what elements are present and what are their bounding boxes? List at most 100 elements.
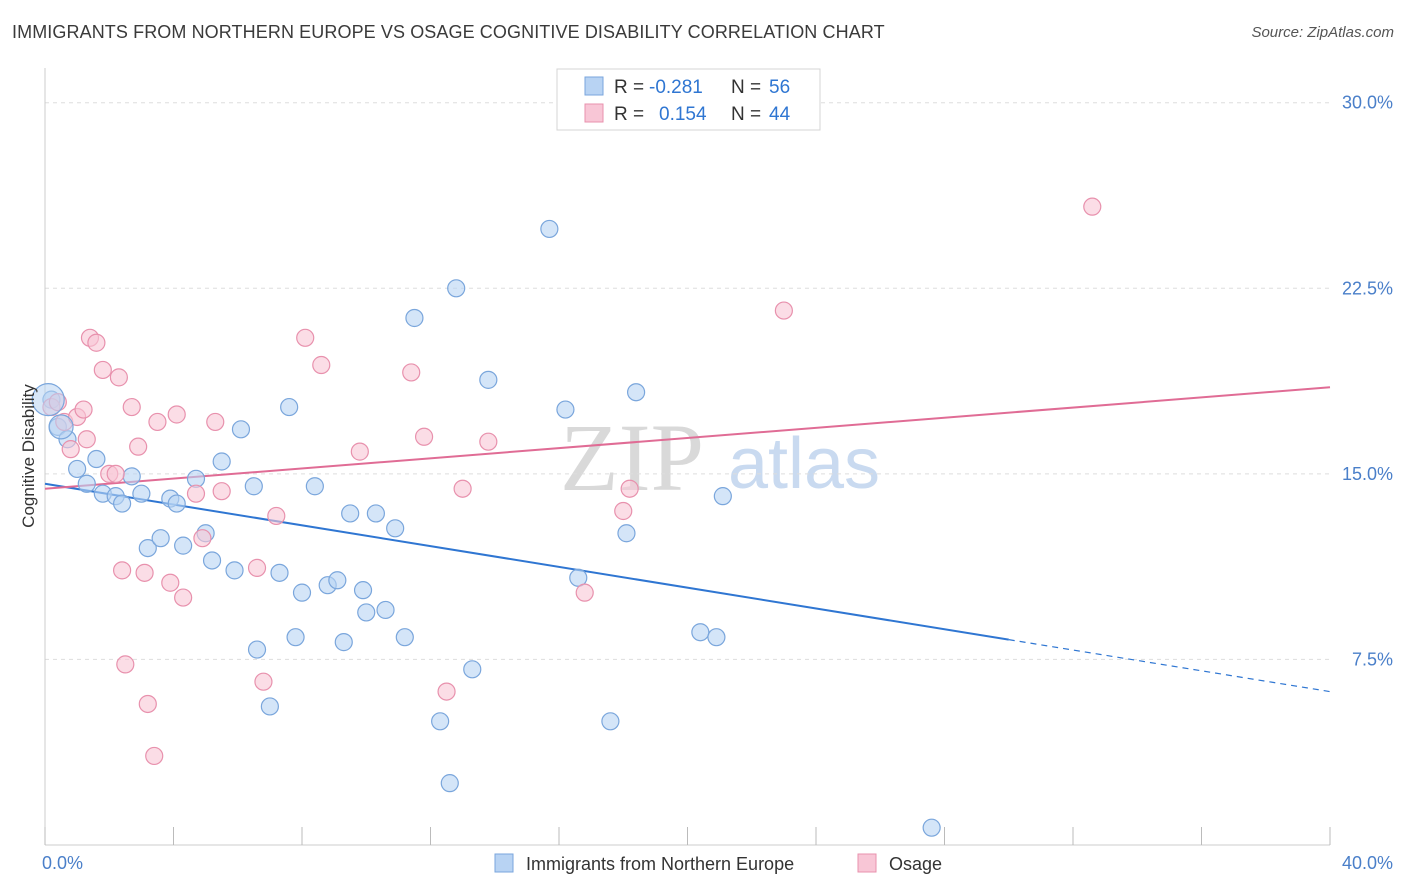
point-blue-14: [167, 494, 186, 513]
point-pink-30: [267, 506, 286, 526]
source-label: Source: ZipAtlas.com: [1251, 24, 1394, 41]
point-blue-large-1: [48, 414, 74, 440]
point-blue-23: [247, 640, 267, 659]
point-blue-15: [174, 536, 193, 555]
point-pink-24: [186, 484, 206, 503]
stats-n-value-2: 44: [769, 104, 791, 125]
point-blue-35: [357, 603, 376, 622]
point-blue-28: [292, 583, 312, 602]
stats-legend: R = -0.281 N = 56 R = 0.154 N = 44: [556, 68, 821, 131]
point-blue-44: [463, 660, 482, 679]
y-axis-label: Cognitive Disability: [19, 384, 38, 528]
point-blue-21: [231, 420, 251, 439]
point-blue-12: [151, 529, 170, 548]
stats-swatch-blue: [584, 76, 604, 96]
point-blue-27: [286, 628, 305, 647]
point-blue-54: [713, 487, 732, 506]
point-blue-18: [202, 551, 222, 570]
y-tick-label-2: 22.5%: [1342, 278, 1393, 298]
point-blue-51: [626, 383, 646, 402]
point-blue-55: [922, 818, 941, 837]
legend-swatch-pink: [857, 853, 877, 873]
point-pink-37: [453, 479, 472, 498]
data-points: [31, 197, 1102, 837]
point-blue-41: [431, 712, 450, 731]
point-blue-39: [395, 628, 414, 647]
point-pink-8: [87, 333, 106, 352]
point-blue-large-0: [31, 383, 65, 417]
x-tick-label-0: 0.0%: [42, 853, 83, 873]
y-tick-label-1: 15.0%: [1342, 464, 1393, 484]
point-blue-37: [376, 600, 395, 620]
point-pink-15: [122, 397, 141, 417]
point-blue-53: [707, 628, 726, 647]
point-pink-11: [106, 464, 125, 483]
point-pink-40: [614, 501, 633, 521]
point-blue-32: [334, 633, 353, 652]
point-pink-35: [414, 427, 434, 446]
y-tick-labels: 7.5% 15.0% 22.5% 30.0%: [1342, 93, 1393, 670]
stats-n-label-2: N =: [731, 104, 761, 125]
point-blue-4: [77, 474, 96, 493]
point-pink-9: [93, 360, 112, 380]
trend-line-blue-extension: [1008, 639, 1331, 693]
point-pink-16: [129, 437, 148, 456]
point-blue-9: [122, 467, 141, 486]
point-pink-21: [161, 573, 180, 592]
point-blue-3: [68, 459, 87, 479]
point-blue-33: [341, 504, 360, 523]
point-pink-3: [61, 440, 80, 459]
point-pink-12: [109, 368, 128, 387]
point-pink-36: [437, 682, 456, 701]
point-pink-25: [193, 529, 212, 548]
watermark-atlas: atlas: [728, 424, 880, 504]
point-blue-36: [366, 504, 385, 523]
point-blue-19: [212, 452, 231, 471]
stats-r-label-1: R =: [614, 77, 644, 98]
stats-n-label-1: N =: [731, 77, 761, 98]
point-pink-38: [479, 432, 498, 451]
point-blue-22: [244, 477, 263, 496]
point-pink-43: [1083, 197, 1102, 216]
legend-label-blue: Immigrants from Northern Europe: [526, 854, 794, 874]
point-pink-6: [77, 430, 96, 449]
point-pink-28: [247, 558, 267, 577]
point-blue-29: [305, 477, 324, 496]
point-blue-50: [617, 524, 636, 543]
point-pink-27: [212, 482, 231, 501]
point-blue-31: [328, 571, 347, 590]
point-blue-47: [556, 400, 575, 419]
point-blue-40: [405, 308, 424, 328]
point-pink-20: [148, 412, 167, 432]
point-pink-14: [116, 655, 135, 674]
point-pink-17: [135, 563, 154, 582]
point-pink-32: [312, 355, 331, 375]
point-blue-52: [691, 623, 710, 642]
point-blue-5: [87, 449, 106, 469]
point-pink-23: [174, 588, 193, 607]
point-blue-25: [270, 563, 289, 582]
point-blue-49: [601, 712, 620, 731]
stats-r-value-1: -0.281: [649, 77, 703, 98]
point-pink-19: [145, 746, 164, 766]
point-pink-39: [575, 583, 594, 602]
point-pink-34: [402, 363, 421, 382]
axes: [44, 68, 1331, 846]
point-blue-42: [440, 774, 459, 793]
point-pink-42: [774, 301, 793, 320]
stats-r-label-2: R =: [614, 104, 644, 125]
legend-label-pink: Osage: [889, 854, 942, 874]
chart-title: IMMIGRANTS FROM NORTHERN EUROPE VS OSAGE…: [12, 22, 885, 42]
point-blue-8: [112, 494, 132, 513]
point-blue-10: [132, 484, 151, 503]
point-pink-26: [206, 412, 225, 432]
point-pink-5: [74, 400, 93, 419]
point-pink-22: [167, 405, 186, 424]
point-blue-20: [225, 561, 244, 580]
trend-lines: [44, 386, 1331, 693]
point-blue-46: [540, 219, 559, 239]
point-blue-38: [386, 519, 405, 538]
y-tick-label-0: 7.5%: [1352, 649, 1393, 669]
point-blue-11: [138, 538, 157, 558]
stats-r-value-2: 0.154: [659, 104, 707, 125]
